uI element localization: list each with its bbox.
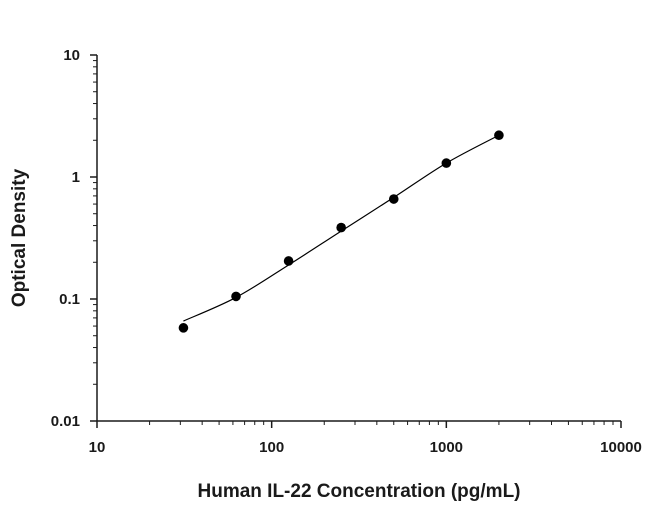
data-point <box>231 291 241 302</box>
y-ticks <box>90 54 97 422</box>
data-point <box>283 256 294 266</box>
y-axis-title: Optical Density <box>9 168 30 307</box>
x-tick-label: 100 <box>259 439 284 456</box>
data-point <box>336 222 346 233</box>
axes <box>96 55 621 422</box>
x-ticks <box>96 421 622 428</box>
data-point <box>178 323 189 333</box>
data-point <box>388 194 399 204</box>
x-tick-label: 10000 <box>600 439 642 456</box>
x-tick-label: 10 <box>89 439 106 456</box>
data-point <box>441 158 452 168</box>
y-tick-label: 0.01 <box>51 413 80 430</box>
data-points <box>178 130 504 333</box>
x-axis-title: Human IL-22 Concentration (pg/mL) <box>198 481 521 502</box>
y-tick-label: 10 <box>63 47 80 64</box>
y-tick-label: 1 <box>72 169 80 186</box>
x-tick-label: 1000 <box>430 439 463 456</box>
x-tick-labels: 10 100 1000 10000 <box>89 439 642 456</box>
data-point <box>494 130 504 141</box>
y-tick-labels: 0.01 0.1 1 10 <box>51 47 80 430</box>
y-tick-label: 0.1 <box>59 291 80 308</box>
